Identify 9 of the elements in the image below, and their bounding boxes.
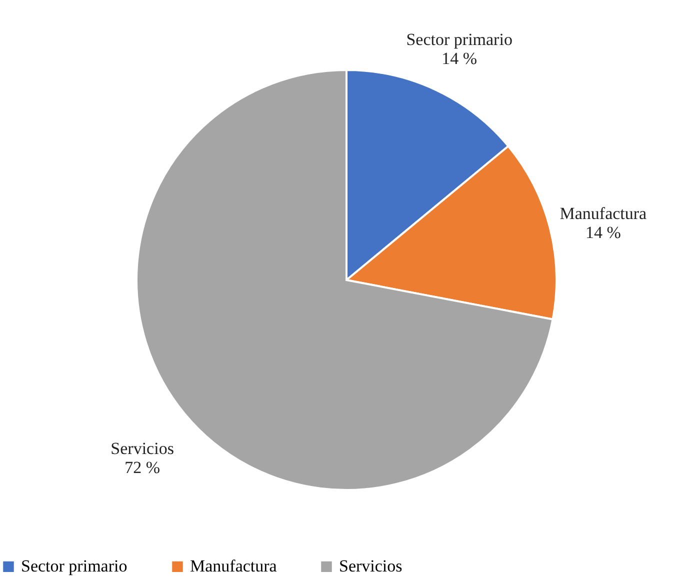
- legend-label: Sector primario: [21, 556, 128, 576]
- data-label: 72 %: [124, 458, 160, 477]
- slice-label: Manufactura: [560, 204, 648, 224]
- data-label: 14 %: [442, 49, 478, 68]
- legend-label: Manufactura: [190, 556, 278, 576]
- data-label: 14 %: [585, 223, 621, 242]
- slice-label: Servicios: [110, 438, 174, 458]
- legend-label: Servicios: [339, 556, 402, 576]
- slice-label: Sector primario: [406, 30, 512, 50]
